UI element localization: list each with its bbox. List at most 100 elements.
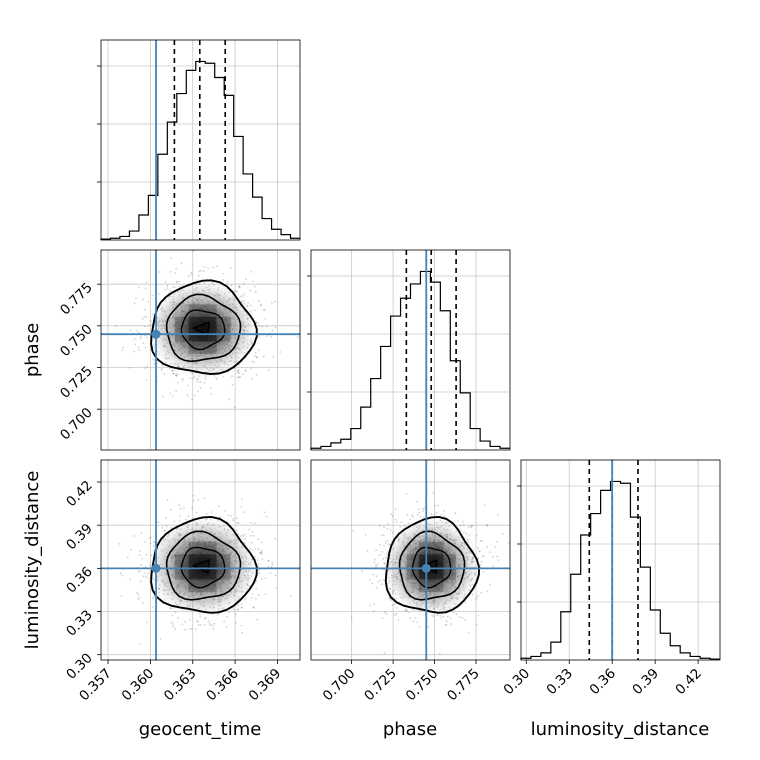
sample-point — [417, 513, 419, 516]
sample-point — [270, 335, 273, 338]
sample-point — [256, 356, 258, 359]
sample-point — [289, 595, 292, 597]
sample-point — [144, 346, 147, 349]
sample-point — [269, 572, 272, 574]
density-cell — [216, 579, 231, 593]
sample-point — [375, 549, 377, 551]
sample-point — [152, 597, 154, 600]
sample-point — [400, 521, 403, 524]
sample-point — [391, 604, 394, 607]
sample-point — [133, 302, 136, 305]
sample-point — [251, 530, 254, 533]
sample-point — [236, 371, 239, 374]
sample-point — [479, 539, 482, 542]
sample-point — [486, 546, 488, 549]
sample-point — [241, 631, 243, 634]
hist-phase — [310, 250, 510, 450]
sample-point — [251, 280, 254, 283]
sample-point — [383, 652, 386, 654]
sample-point — [239, 375, 242, 378]
sample-point — [121, 349, 124, 351]
sample-point — [383, 526, 385, 529]
sample-point — [138, 349, 140, 352]
tick-label-y-phase-0: 0.700 — [57, 405, 96, 444]
sample-point — [450, 623, 452, 625]
sample-point — [198, 270, 201, 273]
sample-point — [386, 527, 389, 530]
grid-hist-phase — [307, 250, 510, 450]
sample-point — [191, 627, 193, 630]
sample-point — [377, 563, 379, 565]
sample-point — [496, 541, 498, 543]
sample-point — [414, 617, 417, 619]
sample-point — [153, 362, 156, 365]
sample-point — [257, 349, 260, 352]
hist-step-phase — [310, 270, 510, 450]
sample-point — [115, 325, 117, 327]
frame-2d-phase-geocent_time — [100, 249, 301, 451]
sample-point — [377, 581, 380, 583]
tick-label-x-luminosity_distance-4: 0.42 — [672, 666, 705, 699]
sample-point — [256, 356, 258, 359]
sample-point — [395, 521, 398, 523]
sample-point — [405, 493, 408, 495]
tick-label-x-phase-2: 0.750 — [403, 666, 442, 705]
sample-point — [129, 367, 131, 369]
sample-point — [260, 541, 263, 544]
sample-point — [196, 390, 199, 393]
sample-point — [264, 317, 267, 320]
sample-point — [249, 289, 252, 292]
sample-point — [212, 628, 215, 631]
sample-point — [171, 395, 174, 397]
sample-point — [119, 572, 122, 575]
ylabel-phase: phase — [22, 323, 43, 377]
sample-point — [133, 350, 136, 353]
sample-point — [264, 577, 267, 579]
sample-point — [138, 331, 140, 334]
sample-point — [143, 541, 146, 543]
sample-point — [483, 555, 485, 558]
sample-point — [141, 317, 144, 320]
sample-point — [135, 297, 137, 299]
sample-point — [267, 369, 270, 372]
sample-point — [245, 278, 248, 280]
sample-point — [139, 580, 142, 583]
sample-point — [174, 627, 177, 630]
sample-point — [254, 291, 257, 293]
density-cell — [174, 579, 189, 593]
sample-point — [151, 294, 154, 297]
sample-point — [253, 285, 256, 288]
sample-point — [253, 522, 256, 525]
sample-point — [272, 355, 275, 358]
frame-hist-luminosity_distance — [520, 459, 721, 661]
sample-point — [470, 525, 473, 528]
sample-point — [175, 390, 178, 392]
sample-point — [200, 269, 202, 272]
sample-point — [262, 308, 265, 311]
sample-point — [181, 623, 184, 626]
sample-point — [416, 621, 418, 624]
truth-point-luminosity_distance-geocent_time — [151, 563, 161, 573]
sample-point — [387, 523, 389, 525]
sample-point — [197, 499, 200, 502]
sample-point — [134, 343, 137, 346]
sample-point — [177, 617, 180, 619]
ylabel-luminosity_distance: luminosity_distance — [22, 471, 43, 650]
sample-point — [122, 346, 125, 349]
sample-point — [389, 528, 392, 531]
sample-point — [382, 534, 385, 536]
sample-point — [169, 270, 172, 273]
density-cell — [174, 304, 189, 317]
sample-point — [216, 265, 218, 268]
sample-point — [172, 623, 174, 625]
density-cell — [188, 329, 203, 342]
sample-point — [257, 538, 260, 541]
sample-point — [244, 369, 247, 372]
sample-point — [222, 272, 225, 275]
sample-point — [144, 367, 146, 370]
sample-point — [146, 365, 149, 368]
sample-point — [406, 513, 409, 516]
sample-point — [137, 570, 140, 573]
sample-point — [464, 619, 466, 622]
sample-point — [144, 308, 146, 311]
